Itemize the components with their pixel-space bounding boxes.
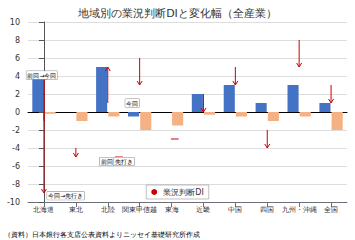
svg-text:10: 10 [10, 18, 20, 27]
svg-text:-2: -2 [12, 126, 20, 135]
svg-text:今回: 今回 [126, 100, 138, 107]
svg-text:四国: 四国 [260, 206, 274, 214]
svg-text:北陸: 北陸 [101, 206, 115, 214]
svg-text:-4: -4 [12, 144, 20, 153]
svg-text:全国: 全国 [324, 206, 338, 214]
svg-text:前回→今回: 前回→今回 [27, 72, 56, 79]
svg-text:東海: 東海 [165, 206, 179, 214]
svg-text:近畿: 近畿 [196, 206, 210, 214]
svg-text:今回→先行き: 今回→先行き [48, 192, 83, 200]
svg-text:北海道: 北海道 [33, 206, 54, 214]
svg-text:-10: -10 [7, 198, 20, 207]
svg-text:-6: -6 [12, 162, 20, 171]
svg-text:2: 2 [15, 90, 20, 99]
svg-text:（資料）日本銀行各支店公表資料よりニッセイ基礎研究所作成: （資料）日本銀行各支店公表資料よりニッセイ基礎研究所作成 [4, 231, 200, 239]
svg-text:関東甲信越: 関東甲信越 [122, 206, 157, 214]
svg-text:地域別の業況判断DIと変化幅（全産業）: 地域別の業況判断DIと変化幅（全産業） [77, 7, 277, 20]
svg-text:東北: 東北 [69, 206, 83, 214]
svg-text:8: 8 [15, 36, 20, 45]
svg-text:0: 0 [15, 108, 20, 117]
svg-text:前回: 前回 [101, 158, 113, 165]
svg-text:九州・沖縄: 九州・沖縄 [282, 206, 317, 214]
svg-text:先打き: 先打き [115, 158, 133, 166]
svg-text:業況判断DI: 業況判断DI [163, 188, 204, 197]
svg-text:-8: -8 [12, 180, 20, 189]
svg-text:中国: 中国 [228, 206, 242, 214]
svg-text:4: 4 [15, 72, 20, 81]
svg-text:6: 6 [15, 54, 20, 63]
